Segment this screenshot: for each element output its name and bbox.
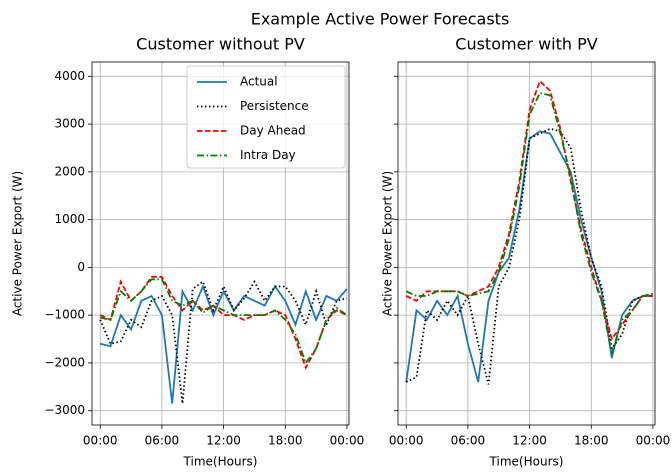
- legend-label: Actual: [240, 75, 278, 89]
- x-tick-label: 00:00: [636, 434, 671, 448]
- x-tick-label: 18:00: [268, 434, 303, 448]
- legend-label: Intra Day: [240, 148, 296, 162]
- axes-frame: [397, 61, 656, 426]
- legend-label: Day Ahead: [240, 124, 306, 138]
- y-axis-label: Active Power Export (W): [11, 171, 25, 316]
- y-tick-label: −1000: [44, 308, 85, 322]
- x-tick-label: 06:00: [145, 434, 180, 448]
- series-line: [99, 276, 348, 370]
- series-line: [99, 278, 348, 365]
- y-tick-label: 0: [77, 260, 85, 274]
- axes-frame: [91, 61, 350, 426]
- series-line: [99, 279, 348, 404]
- x-tick-label: 12:00: [206, 434, 241, 448]
- x-axis-label: Time(Hours): [183, 455, 258, 469]
- y-tick-label: 2000: [54, 164, 85, 178]
- x-tick-label: 00:00: [330, 434, 365, 448]
- y-axis-label: Active Power Export (W): [381, 171, 395, 316]
- x-tick-label: 06:00: [451, 434, 486, 448]
- series-line: [405, 130, 653, 383]
- y-tick-label: −3000: [44, 403, 85, 417]
- subplot-title: Customer without PV: [136, 35, 305, 54]
- x-tick-label: 00:00: [83, 434, 118, 448]
- legend-label: Persistence: [240, 99, 309, 113]
- x-tick-label: 18:00: [574, 434, 609, 448]
- series-line: [99, 284, 348, 404]
- series-line: [405, 91, 654, 354]
- figure-title: Example Active Power Forecasts: [251, 10, 510, 29]
- subplot-title: Customer with PV: [455, 35, 597, 54]
- x-tick-label: 00:00: [389, 434, 424, 448]
- legend-box: [186, 65, 346, 169]
- y-tick-label: 4000: [54, 69, 85, 83]
- y-tick-label: 1000: [54, 212, 85, 226]
- x-axis-label: Time(Hours): [489, 455, 564, 469]
- series-line: [405, 79, 653, 342]
- y-tick-label: 3000: [54, 117, 85, 131]
- y-tick-label: −2000: [44, 355, 85, 369]
- x-tick-label: 12:00: [512, 434, 547, 448]
